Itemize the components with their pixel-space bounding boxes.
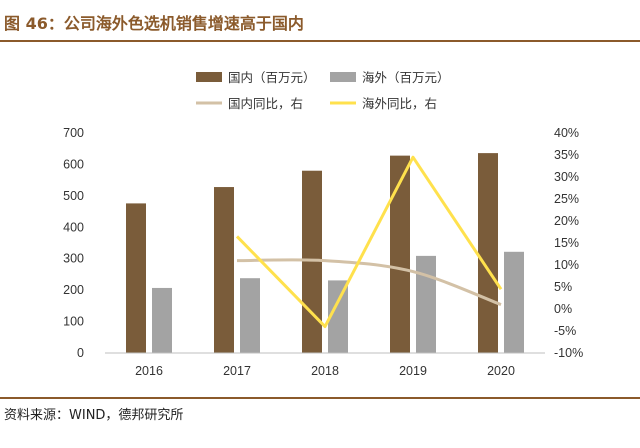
bar-overseas-sales [152, 287, 172, 353]
left-axis-tick-label: 0 [77, 346, 84, 360]
left-axis-tick-label: 100 [63, 315, 84, 329]
line-domestic-yoy [236, 258, 502, 307]
figure-title: 图 46：公司海外色选机销售增速高于国内 [4, 14, 304, 33]
right-axis-tick-label: 10% [554, 258, 579, 272]
bar-overseas-sales [416, 255, 436, 353]
bar-overseas-sales [328, 280, 348, 353]
x-axis-tick-label: 2019 [399, 364, 427, 378]
source-note: 资料来源：WIND，德邦研究所 [4, 408, 184, 423]
bar-overseas-sales [240, 278, 260, 353]
left-axis-tick-label: 200 [63, 283, 84, 297]
right-axis-tick-label: 0% [554, 302, 572, 316]
bar-domestic-sales [302, 170, 322, 353]
x-axis-tick-label: 2020 [487, 364, 515, 378]
bar-domestic-sales [214, 187, 234, 353]
bar-domestic-sales [390, 155, 410, 353]
right-axis-tick-label: 20% [554, 214, 579, 228]
bar-domestic-sales [126, 203, 146, 353]
legend-swatch-overseas-sales [330, 72, 356, 82]
x-axis-tick-label: 2016 [135, 364, 163, 378]
legend-label-overseas-yoy: 海外同比，右 [362, 96, 437, 111]
right-axis-tick-label: 35% [554, 148, 579, 162]
source-rule [0, 397, 640, 399]
chart-legend: 国内（百万元） 海外（百万元） 国内同比，右 海外同比，右 [196, 70, 450, 111]
left-axis-tick-label: 300 [63, 252, 84, 266]
left-axis-tick-label: 500 [63, 189, 84, 203]
x-axis-tick-label: 2017 [223, 364, 251, 378]
left-axis-tick-label: 700 [63, 126, 84, 140]
right-axis-tick-label: -10% [554, 346, 583, 360]
legend-label-domestic-yoy: 国内同比，右 [228, 96, 303, 111]
bar-overseas-sales [504, 251, 524, 353]
left-axis-tick-label: 400 [63, 220, 84, 234]
right-axis-tick-label: 5% [554, 280, 572, 294]
legend-swatch-domestic-sales [196, 72, 222, 82]
legend-label-overseas-sales: 海外（百万元） [362, 70, 450, 85]
left-axis-tick-label: 600 [63, 157, 84, 171]
bar-domestic-sales [478, 153, 498, 353]
legend-label-domestic-sales: 国内（百万元） [228, 70, 316, 85]
right-axis-tick-label: 15% [554, 236, 579, 250]
plot-area: 0 100 200 300 400 500 600 700 -10% -5% 0% 5% 10% 15% 2… [63, 126, 583, 378]
x-axis-tick-label: 2018 [311, 364, 339, 378]
right-axis-tick-label: 40% [554, 126, 579, 140]
line-overseas-yoy [235, 155, 503, 329]
right-axis-tick-label: 25% [554, 192, 579, 206]
title-rule [0, 40, 640, 42]
right-axis-tick-label: -5% [554, 324, 576, 338]
right-axis-tick-label: 30% [554, 170, 579, 184]
